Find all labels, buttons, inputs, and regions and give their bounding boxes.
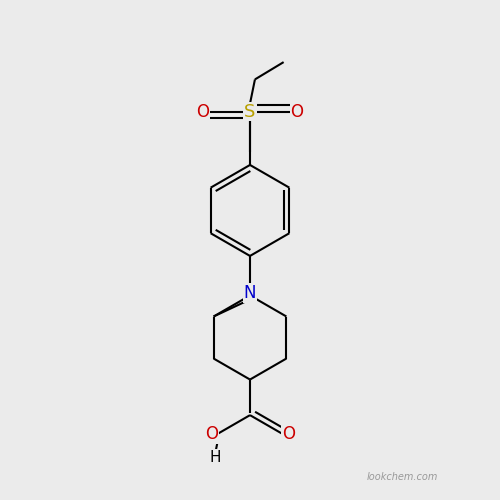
Text: lookchem.com: lookchem.com <box>366 472 438 482</box>
Text: O: O <box>196 102 209 120</box>
Text: O: O <box>282 424 295 442</box>
Text: O: O <box>205 424 218 442</box>
Text: S: S <box>244 102 256 120</box>
Text: H: H <box>210 450 221 465</box>
Text: O: O <box>290 102 304 120</box>
Text: N: N <box>244 284 256 302</box>
